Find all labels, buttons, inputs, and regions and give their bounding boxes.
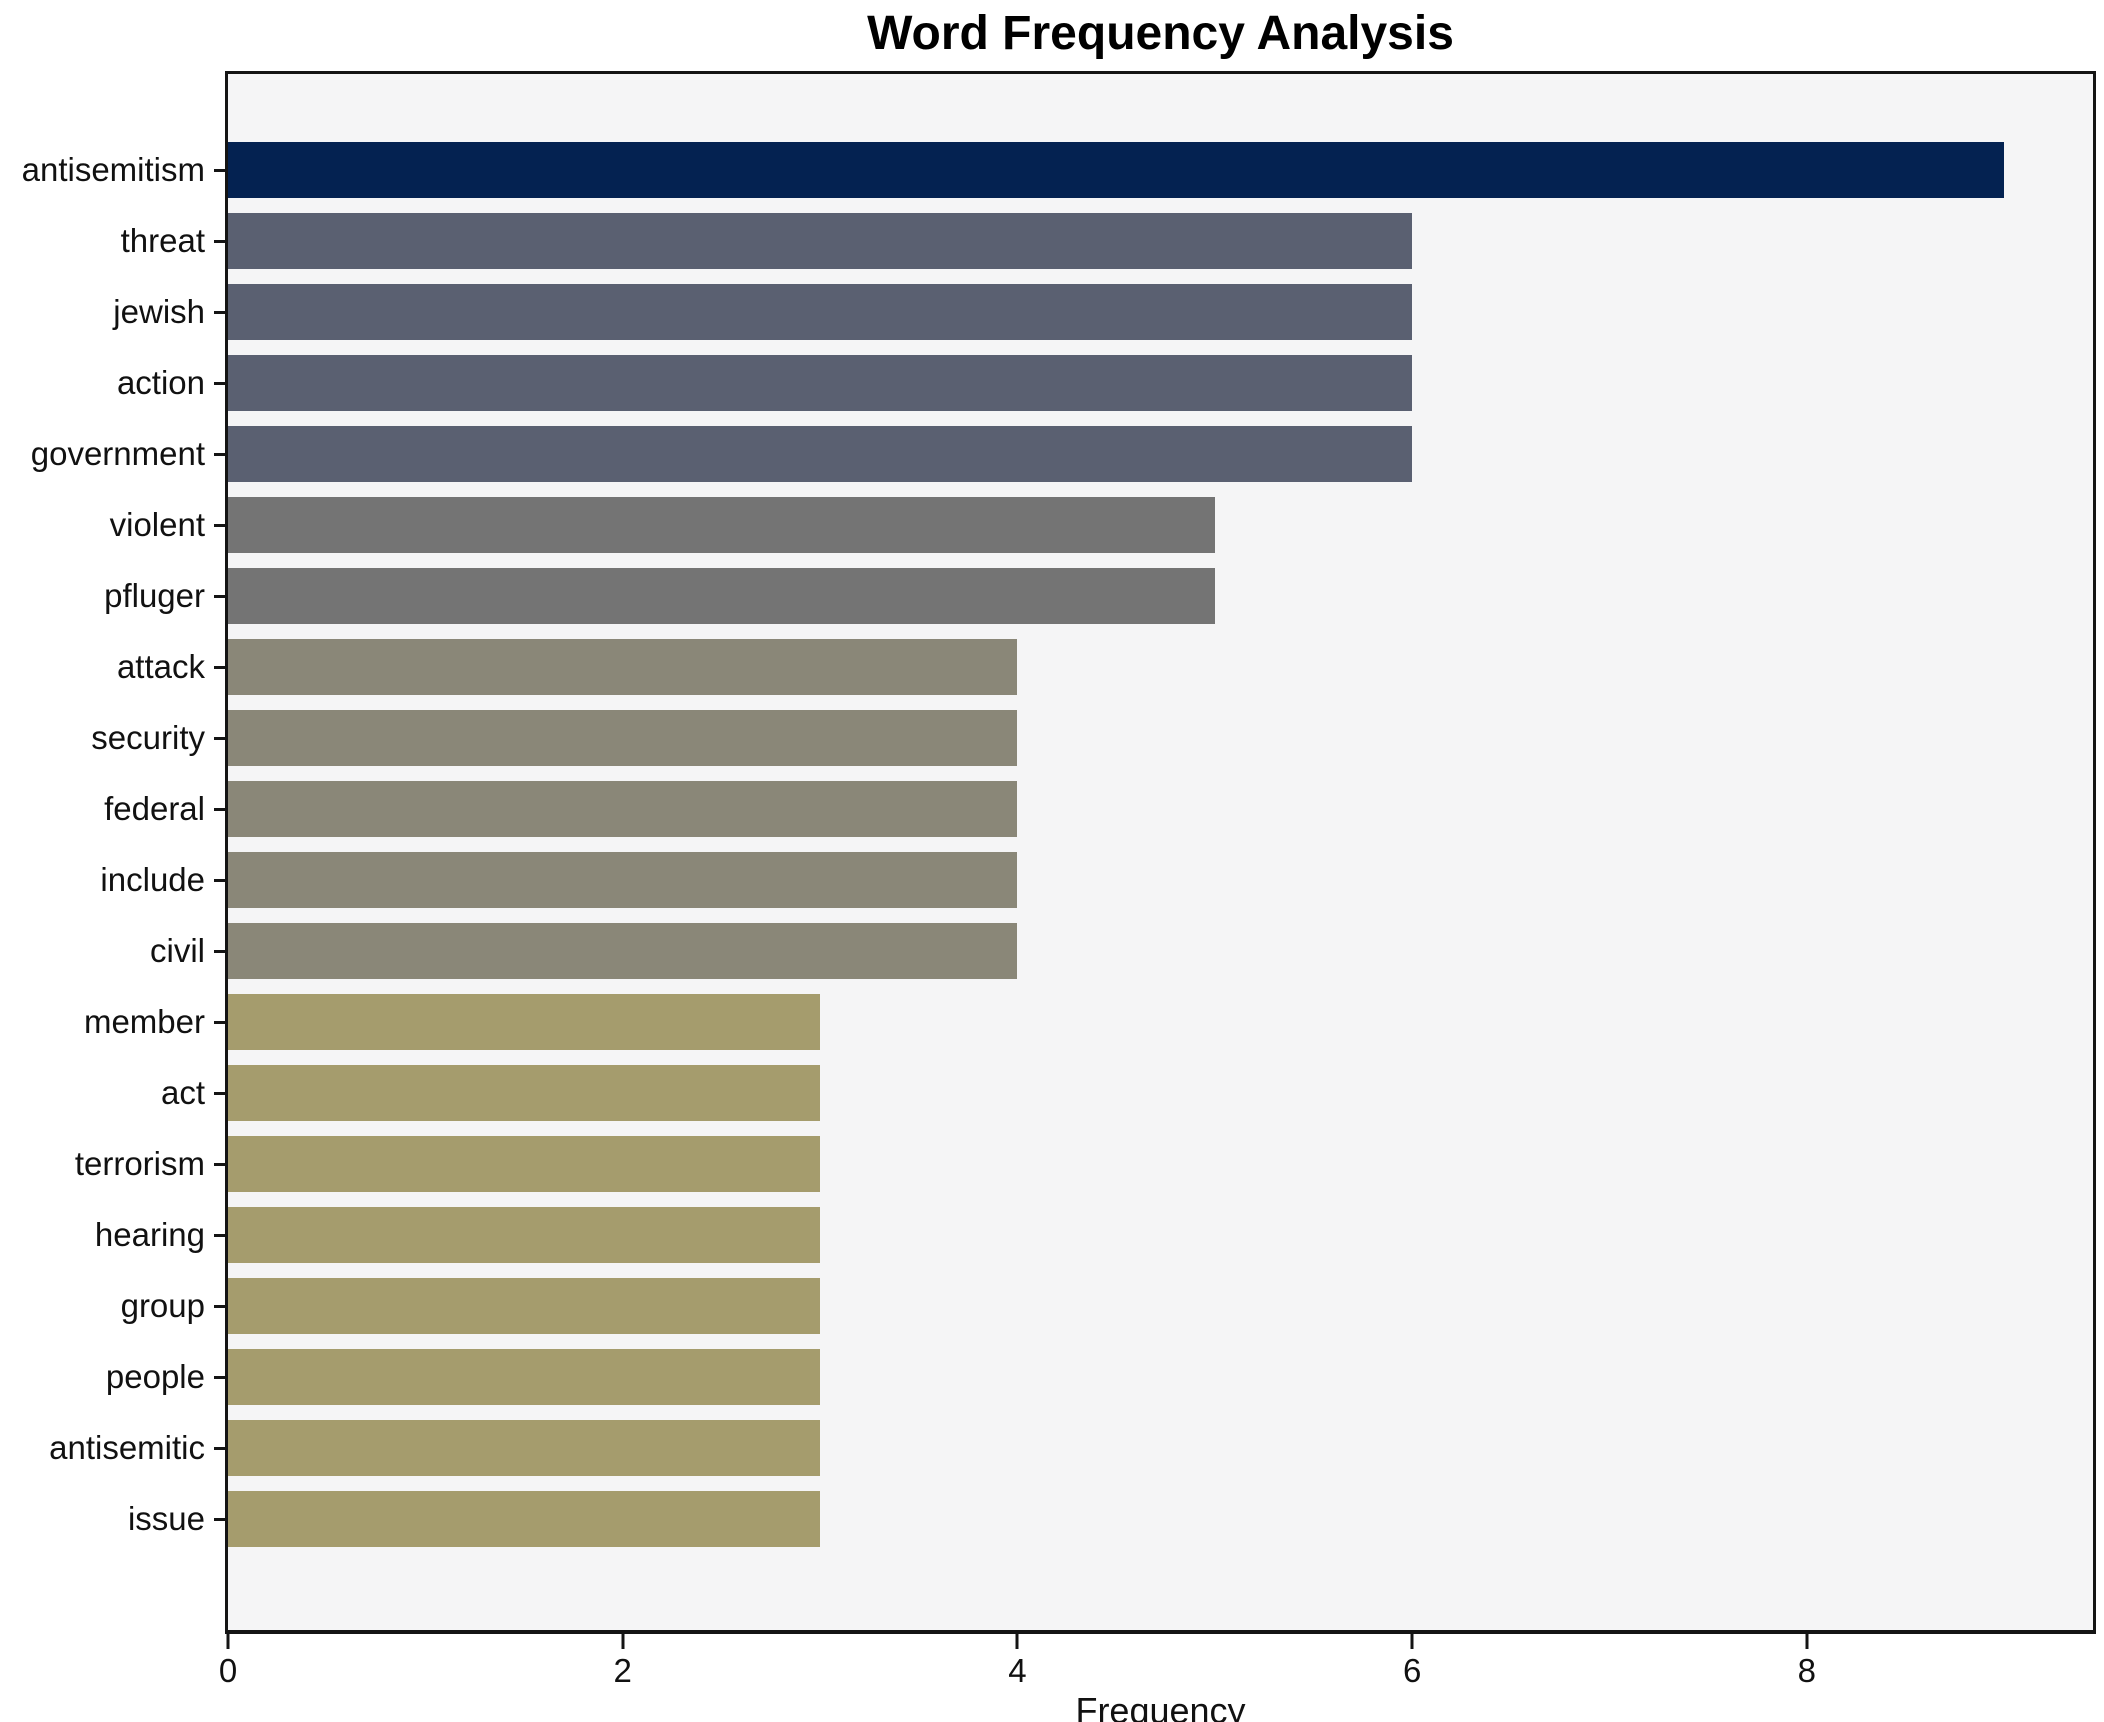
y-tick-label-people: people [105,1358,205,1395]
x-tick-label-6: 6 [1402,1652,1422,1689]
y-tick-label-action: action [116,364,205,401]
y-tick-label-violent: violent [109,506,205,543]
x-tick [621,1634,625,1649]
y-tick [214,879,225,882]
y-tick-label-act: act [160,1074,205,1111]
y-tick-label-jewish: jewish [113,293,205,330]
x-tick-label-8: 8 [1797,1652,1817,1689]
y-tick [214,524,225,527]
y-tick [214,666,225,669]
bar-hearing [228,1207,820,1263]
bar-group [228,1278,820,1334]
y-tick [214,950,225,953]
x-tick-label-0: 0 [218,1652,238,1689]
y-tick [214,1518,225,1521]
bar-people [228,1349,820,1405]
y-tick [214,1447,225,1450]
y-tick-label-terrorism: terrorism [74,1145,205,1182]
y-tick [214,1234,225,1237]
y-tick-label-hearing: hearing [94,1216,205,1253]
y-tick-label-security: security [91,719,205,756]
bar-jewish [228,284,1412,340]
x-tick-label-4: 4 [1008,1652,1027,1689]
bar-antisemitic [228,1420,820,1476]
y-tick-label-federal: federal [104,790,205,827]
plot-area [225,71,2096,1634]
y-tick [214,240,225,243]
x-tick [1015,1634,1019,1649]
bar-action [228,355,1412,411]
bar-violent [228,497,1215,553]
y-tick [214,1092,225,1095]
y-tick [214,1376,225,1379]
y-tick-label-group: group [120,1287,205,1324]
bar-act [228,1065,820,1121]
y-tick-label-government: government [30,435,205,472]
y-tick-label-issue: issue [127,1500,205,1537]
bar-threat [228,213,1412,269]
bar-civil [228,923,1017,979]
x-axis-title: Frequency [1075,1690,1246,1722]
y-tick-label-civil: civil [150,932,205,969]
bar-terrorism [228,1136,820,1192]
y-tick [214,382,225,385]
bar-include [228,852,1017,908]
y-tick-label-threat: threat [120,222,205,259]
y-tick-label-attack: attack [116,648,205,685]
bar-antisemitism [228,142,2004,198]
y-tick-label-antisemitism: antisemitism [21,151,205,188]
bar-security [228,710,1017,766]
bar-attack [228,639,1017,695]
bar-pfluger [228,568,1215,624]
bar-member [228,994,820,1050]
y-tick-label-pfluger: pfluger [104,577,205,614]
y-tick [214,808,225,811]
y-tick [214,311,225,314]
x-tick [1410,1634,1414,1649]
y-tick [214,1021,225,1024]
y-tick [214,595,225,598]
y-tick [214,1163,225,1166]
bar-government [228,426,1412,482]
x-tick [226,1634,230,1649]
chart-title: Word Frequency Analysis [867,7,1454,60]
x-tick [1805,1634,1809,1649]
y-tick [214,737,225,740]
y-tick [214,1305,225,1308]
y-tick [214,453,225,456]
y-tick-label-include: include [100,861,205,898]
bar-issue [228,1491,820,1547]
y-tick-label-antisemitic: antisemitic [49,1429,205,1466]
x-tick-label-2: 2 [613,1652,632,1689]
y-tick [214,169,225,172]
y-tick-label-member: member [83,1003,205,1040]
bar-federal [228,781,1017,837]
